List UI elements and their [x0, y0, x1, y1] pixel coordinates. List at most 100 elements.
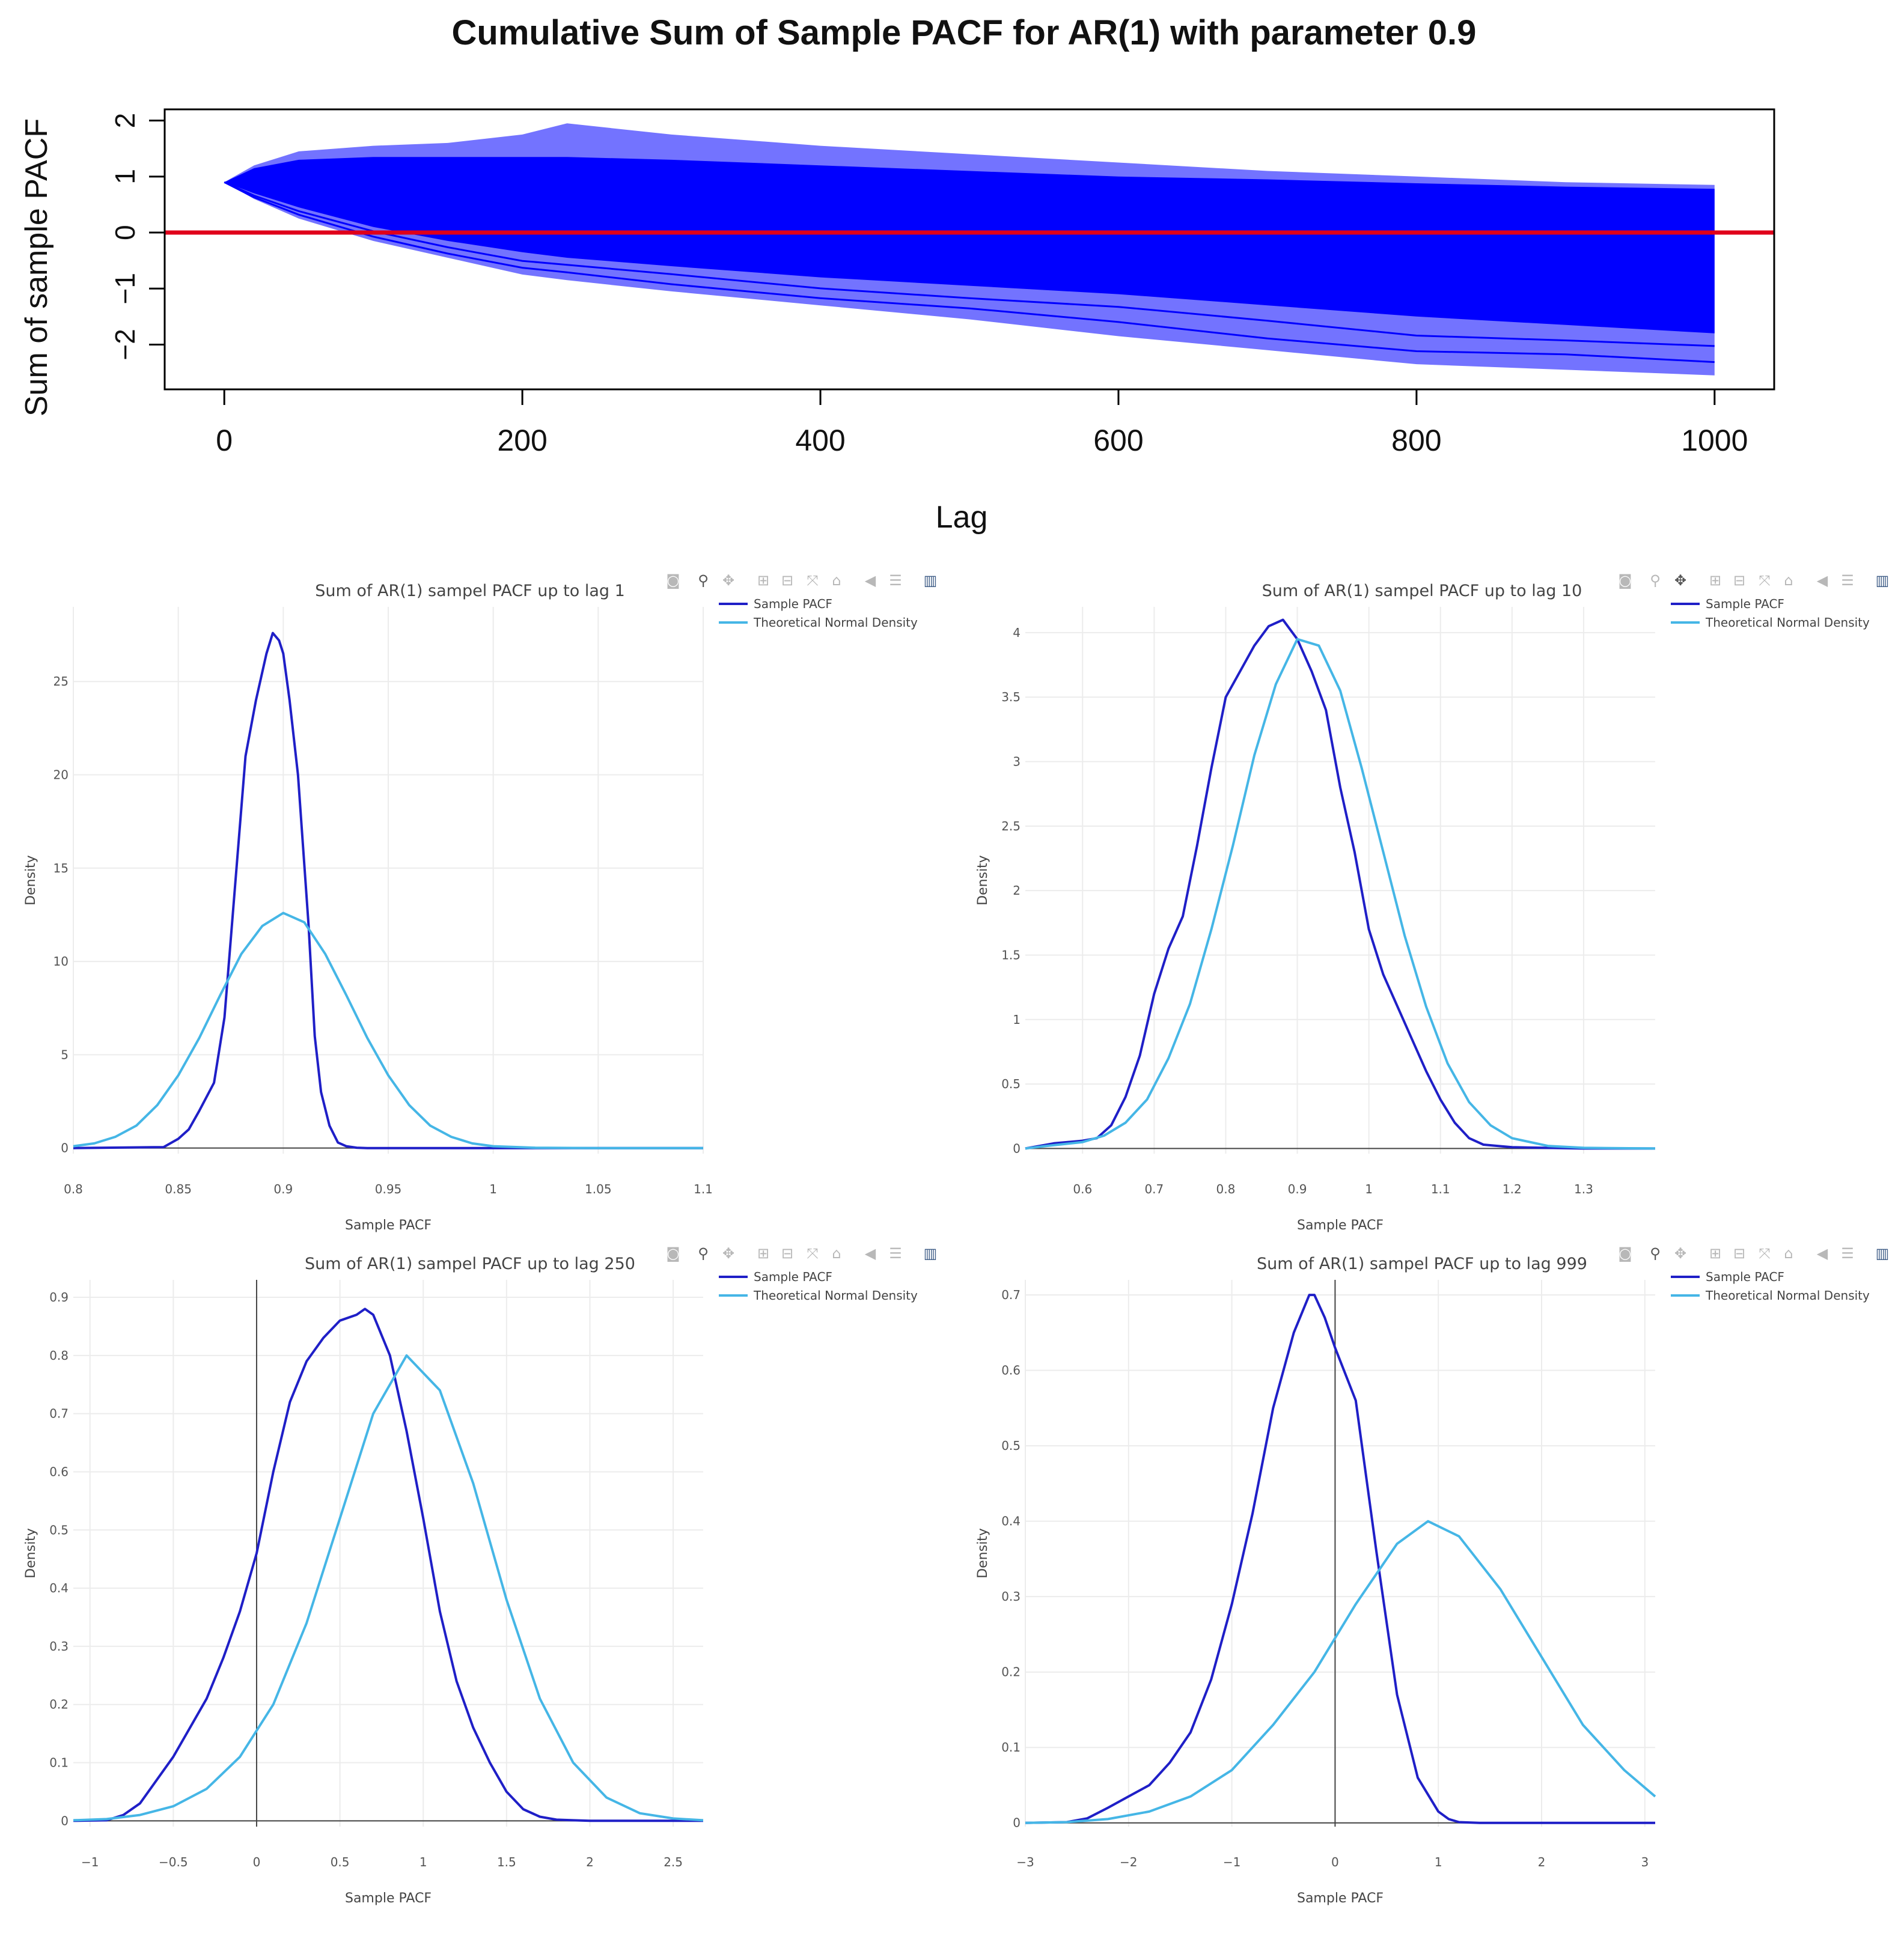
legend-item-theoretical-normal[interactable]: Theoretical Normal Density [719, 613, 935, 632]
main-y-tick-label: −2 [109, 329, 141, 360]
main-x-tick-label: 0 [216, 424, 233, 457]
legend-item-sample-pacf[interactable]: Sample PACF [719, 595, 935, 613]
legend-label: Theoretical Normal Density [1706, 615, 1870, 630]
legend-label: Sample PACF [1706, 1270, 1784, 1284]
pan-icon[interactable]: ✥ [1674, 1245, 1687, 1262]
density-panel-lag-1: 0.8 0.85 0.9 0.95 1 1.05 1.1 0 5 10 15 20 25 Sum of A… [0, 571, 952, 1250]
pan-icon[interactable]: ✥ [1674, 572, 1687, 589]
legend-item-sample-pacf[interactable]: Sample PACF [719, 1268, 935, 1286]
main-chart-title: Cumulative Sum of Sample PACF for AR(1) … [452, 13, 1477, 52]
camera-icon[interactable]: ◙ [1618, 1245, 1632, 1262]
panel-y-axis-label: Density [975, 855, 990, 906]
zoom-in-icon[interactable]: ⊞ [757, 1245, 770, 1262]
legend-label: Theoretical Normal Density [754, 1288, 918, 1303]
legend-item-sample-pacf[interactable]: Sample PACF [1671, 1268, 1887, 1286]
hover-compare-icon[interactable]: ☰ [889, 1245, 902, 1262]
autoscale-icon[interactable]: ⤧ [807, 1245, 819, 1262]
y-tick-label: 0.8 [49, 1348, 69, 1363]
hover-compare-icon[interactable]: ☰ [1841, 572, 1854, 589]
x-tick-label: 0.7 [1144, 1182, 1164, 1196]
legend-label: Sample PACF [754, 597, 832, 611]
panel-y-axis-label: Density [23, 855, 38, 906]
main-x-axis-label: Lag [936, 500, 988, 535]
x-tick-label: −1 [1223, 1855, 1240, 1869]
x-tick-label: 1 [420, 1855, 427, 1869]
zoom-icon[interactable]: ⚲ [698, 1245, 709, 1262]
zoom-icon[interactable]: ⚲ [698, 572, 709, 589]
zoom-out-icon[interactable]: ⊟ [781, 572, 794, 589]
theoretical-normal-density-line[interactable] [1025, 1520, 1656, 1824]
sample-pacf-density-line[interactable] [1025, 618, 1655, 1150]
y-tick-label: 20 [53, 768, 69, 782]
zoom-icon[interactable]: ⚲ [1650, 572, 1661, 589]
main-x-tick-label: 800 [1391, 424, 1441, 457]
plotly-modebar: ◙ ⚲ ✥ ⊞ ⊟ ⤧ ⌂ ◀ ☰ ▥ [664, 571, 946, 595]
hover-closest-icon[interactable]: ◀ [1816, 1245, 1828, 1262]
y-tick-label: 0.3 [1001, 1589, 1021, 1604]
main-x-tick-label: 1000 [1681, 424, 1748, 457]
panel-x-axis-label: Sample PACF [1297, 1891, 1384, 1906]
legend-swatch [719, 603, 748, 605]
main-y-axis-label: Sum of sample PACF [19, 118, 54, 416]
y-tick-label: 1 [1013, 1012, 1021, 1027]
legend-item-theoretical-normal[interactable]: Theoretical Normal Density [1671, 613, 1887, 632]
pan-icon[interactable]: ✥ [722, 1245, 735, 1262]
zoom-in-icon[interactable]: ⊞ [1709, 572, 1722, 589]
camera-icon[interactable]: ◙ [1618, 572, 1632, 589]
theoretical-normal-density-line[interactable] [73, 912, 703, 1149]
cumsum-outlier-trace [224, 181, 1715, 364]
y-tick-label: 0.3 [49, 1639, 69, 1654]
y-tick-label: 0.7 [49, 1407, 69, 1421]
y-tick-label: 10 [53, 954, 69, 969]
zoom-icon[interactable]: ⚲ [1650, 1245, 1661, 1262]
hover-closest-icon[interactable]: ◀ [864, 1245, 876, 1262]
sample-pacf-density-line[interactable] [73, 1307, 703, 1822]
legend-label: Sample PACF [1706, 597, 1784, 611]
zoom-in-icon[interactable]: ⊞ [1709, 1245, 1722, 1262]
y-tick-label: 0.7 [1001, 1288, 1021, 1302]
plotly-logo-icon[interactable]: ▥ [923, 572, 938, 589]
reset-axes-icon[interactable]: ⌂ [832, 572, 841, 589]
theoretical-normal-density-line[interactable] [1025, 638, 1656, 1150]
zoom-out-icon[interactable]: ⊟ [1733, 572, 1746, 589]
plotly-logo-icon[interactable]: ▥ [923, 1245, 938, 1262]
plotly-modebar: ◙ ⚲ ✥ ⊞ ⊟ ⤧ ⌂ ◀ ☰ ▥ [1616, 571, 1898, 595]
theoretical-normal-density-line[interactable] [73, 1354, 704, 1822]
sample-pacf-density-line[interactable] [73, 632, 703, 1149]
reset-axes-icon[interactable]: ⌂ [1784, 1245, 1793, 1262]
density-plot-svg: −1 −0.5 0 0.5 1 1.5 2 2.5 0 0.1 0.2 0.3 0.4 0.5 0.6 0.7… [23, 1255, 704, 1906]
density-plot-svg: 0.8 0.85 0.9 0.95 1 1.05 1.1 0 5 10 15 20 25 Sum of A… [23, 582, 713, 1233]
plotly-modebar: ◙ ⚲ ✥ ⊞ ⊟ ⤧ ⌂ ◀ ☰ ▥ [1616, 1244, 1898, 1268]
x-tick-label: 0 [1331, 1855, 1339, 1869]
legend-item-theoretical-normal[interactable]: Theoretical Normal Density [1671, 1286, 1887, 1304]
reset-axes-icon[interactable]: ⌂ [832, 1245, 841, 1262]
hover-closest-icon[interactable]: ◀ [1816, 572, 1828, 589]
cumsum-dense-band [224, 157, 1715, 333]
autoscale-icon[interactable]: ⤧ [1759, 1245, 1771, 1262]
x-tick-label: 1 [1365, 1182, 1373, 1196]
x-tick-label: 1.1 [694, 1182, 713, 1196]
plotly-logo-icon[interactable]: ▥ [1875, 1245, 1890, 1262]
hover-compare-icon[interactable]: ☰ [1841, 1245, 1854, 1262]
autoscale-icon[interactable]: ⤧ [1759, 572, 1771, 589]
autoscale-icon[interactable]: ⤧ [807, 572, 819, 589]
y-tick-label: 0.5 [49, 1523, 69, 1537]
plotly-logo-icon[interactable]: ▥ [1875, 572, 1890, 589]
zoom-out-icon[interactable]: ⊟ [781, 1245, 794, 1262]
legend-swatch [719, 1294, 748, 1297]
main-y-tick-label: 2 [109, 113, 141, 129]
legend-item-sample-pacf[interactable]: Sample PACF [1671, 595, 1887, 613]
zoom-in-icon[interactable]: ⊞ [757, 572, 770, 589]
x-tick-label: 3 [1641, 1855, 1649, 1869]
camera-icon[interactable]: ◙ [666, 572, 680, 589]
x-tick-label: 2.5 [664, 1855, 683, 1869]
hover-compare-icon[interactable]: ☰ [889, 572, 902, 589]
legend-item-theoretical-normal[interactable]: Theoretical Normal Density [719, 1286, 935, 1304]
reset-axes-icon[interactable]: ⌂ [1784, 572, 1793, 589]
hover-closest-icon[interactable]: ◀ [864, 572, 876, 589]
camera-icon[interactable]: ◙ [666, 1245, 680, 1262]
pan-icon[interactable]: ✥ [722, 572, 735, 589]
sample-pacf-density-line[interactable] [1025, 1294, 1655, 1824]
zoom-out-icon[interactable]: ⊟ [1733, 1245, 1746, 1262]
y-tick-label: 0.6 [49, 1464, 69, 1479]
